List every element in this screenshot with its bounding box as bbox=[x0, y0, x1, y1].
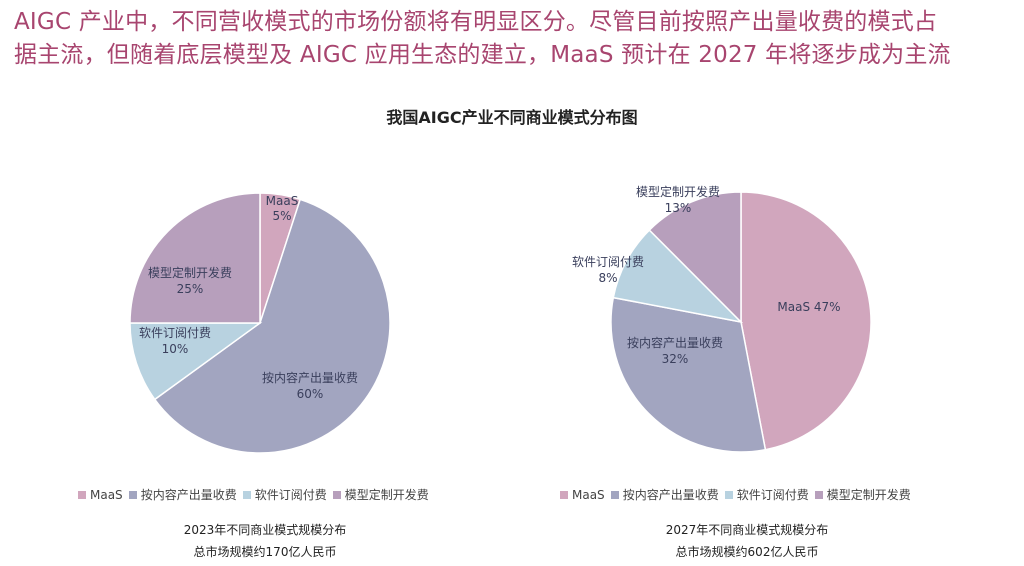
caption-2023-title: 2023年不同商业模式规模分布 bbox=[183, 523, 347, 537]
legend-item-custom[interactable]: 模型定制开发费 bbox=[332, 486, 429, 503]
caption-2027-market-size: 总市场规模约602亿人民币 bbox=[675, 545, 819, 559]
legend-label: 软件订阅付费 bbox=[736, 488, 809, 502]
label-content-name: 按内容产出量收费 bbox=[262, 370, 358, 385]
legend-label: 软件订阅付费 bbox=[254, 488, 327, 502]
slice-content-2027[interactable] bbox=[610, 296, 767, 453]
legend-label: 按内容产出量收费 bbox=[622, 488, 719, 502]
caption-2027-title: 2027年不同商业模式规模分布 bbox=[665, 523, 829, 537]
label-maas-name: MaaS bbox=[266, 194, 299, 208]
label-maas-2027: MaaS 47% bbox=[777, 300, 840, 314]
swatch-icon bbox=[610, 490, 619, 499]
legend-item-subscription[interactable]: 软件订阅付费 bbox=[242, 486, 327, 503]
label-custom-name-2027: 模型定制开发费 bbox=[636, 184, 720, 199]
label-sub-name-2027: 软件订阅付费 bbox=[572, 255, 644, 269]
legend-item-content[interactable]: 按内容产出量收费 bbox=[610, 486, 719, 503]
label-custom-pct: 25% bbox=[177, 282, 204, 296]
pie-2023-labels: MaaS 5% 模型定制开发费 25% 软件订阅付费 10% 按内容产出量收费 … bbox=[139, 194, 358, 401]
slice-subscription-2027[interactable] bbox=[612, 229, 744, 324]
label-custom-pct-2027: 13% bbox=[665, 201, 692, 215]
slice-content-2023[interactable] bbox=[153, 198, 391, 454]
legend-2027: MaaS 按内容产出量收费 软件订阅付费 模型定制开发费 bbox=[560, 486, 917, 503]
swatch-icon bbox=[242, 490, 251, 499]
headline-line-1: AIGC 产业中，不同营收模式的市场份额将有明显区分。尽管目前按照产出量收费的模… bbox=[14, 9, 938, 35]
legend-label: 模型定制开发费 bbox=[826, 488, 911, 502]
caption-2027: 2027年不同商业模式规模分布 总市场规模约602亿人民币 bbox=[597, 519, 897, 563]
caption-2023-market-size: 总市场规模约170亿人民币 bbox=[193, 545, 337, 559]
label-sub-pct: 10% bbox=[162, 342, 189, 356]
legend-item-subscription[interactable]: 软件订阅付费 bbox=[724, 486, 809, 503]
caption-2023: 2023年不同商业模式规模分布 总市场规模约170亿人民币 bbox=[115, 519, 415, 563]
legend-item-maas[interactable]: MaaS bbox=[560, 488, 605, 502]
slice-maas-2027[interactable] bbox=[740, 191, 872, 451]
pie-2027 bbox=[610, 191, 872, 453]
legend-label: MaaS bbox=[572, 487, 605, 502]
legend-item-custom[interactable]: 模型定制开发费 bbox=[814, 486, 911, 503]
legend-label: MaaS bbox=[90, 487, 123, 502]
swatch-icon bbox=[78, 490, 86, 499]
legend-2023: MaaS 按内容产出量收费 软件订阅付费 模型定制开发费 bbox=[78, 486, 435, 503]
slice-custom-2027[interactable] bbox=[648, 191, 742, 324]
label-maas-pct: 5% bbox=[272, 209, 291, 223]
label-content-pct: 60% bbox=[297, 387, 324, 401]
label-content-name-2027: 按内容产出量收费 bbox=[627, 335, 723, 350]
swatch-icon bbox=[814, 490, 823, 499]
legend-label: 按内容产出量收费 bbox=[140, 488, 237, 502]
swatch-icon bbox=[128, 490, 137, 499]
headline: AIGC 产业中，不同营收模式的市场份额将有明显区分。尽管目前按照产出量收费的模… bbox=[14, 6, 1014, 72]
swatch-icon bbox=[560, 490, 568, 499]
chart-title: 我国AIGC产业不同商业模式分布图 bbox=[386, 108, 638, 127]
legend-label: 模型定制开发费 bbox=[344, 488, 429, 502]
slice-subscription-2023[interactable] bbox=[129, 322, 263, 401]
slice-custom-2023[interactable] bbox=[129, 192, 261, 324]
label-sub-name: 软件订阅付费 bbox=[139, 326, 211, 340]
label-content-pct-2027: 32% bbox=[662, 352, 689, 366]
legend-item-maas[interactable]: MaaS bbox=[78, 488, 123, 502]
headline-line-2: 据主流，但随着底层模型及 AIGC 应用生态的建立，MaaS 预计在 2027 … bbox=[14, 42, 951, 68]
pie-2027-labels: 模型定制开发费 13% 软件订阅付费 8% MaaS 47% 按内容产出量收费 … bbox=[572, 184, 841, 366]
label-sub-pct-2027: 8% bbox=[598, 271, 617, 285]
label-custom-name: 模型定制开发费 bbox=[148, 265, 232, 280]
pie-2023 bbox=[129, 192, 391, 454]
swatch-icon bbox=[332, 490, 341, 499]
swatch-icon bbox=[724, 490, 733, 499]
legend-item-content[interactable]: 按内容产出量收费 bbox=[128, 486, 237, 503]
